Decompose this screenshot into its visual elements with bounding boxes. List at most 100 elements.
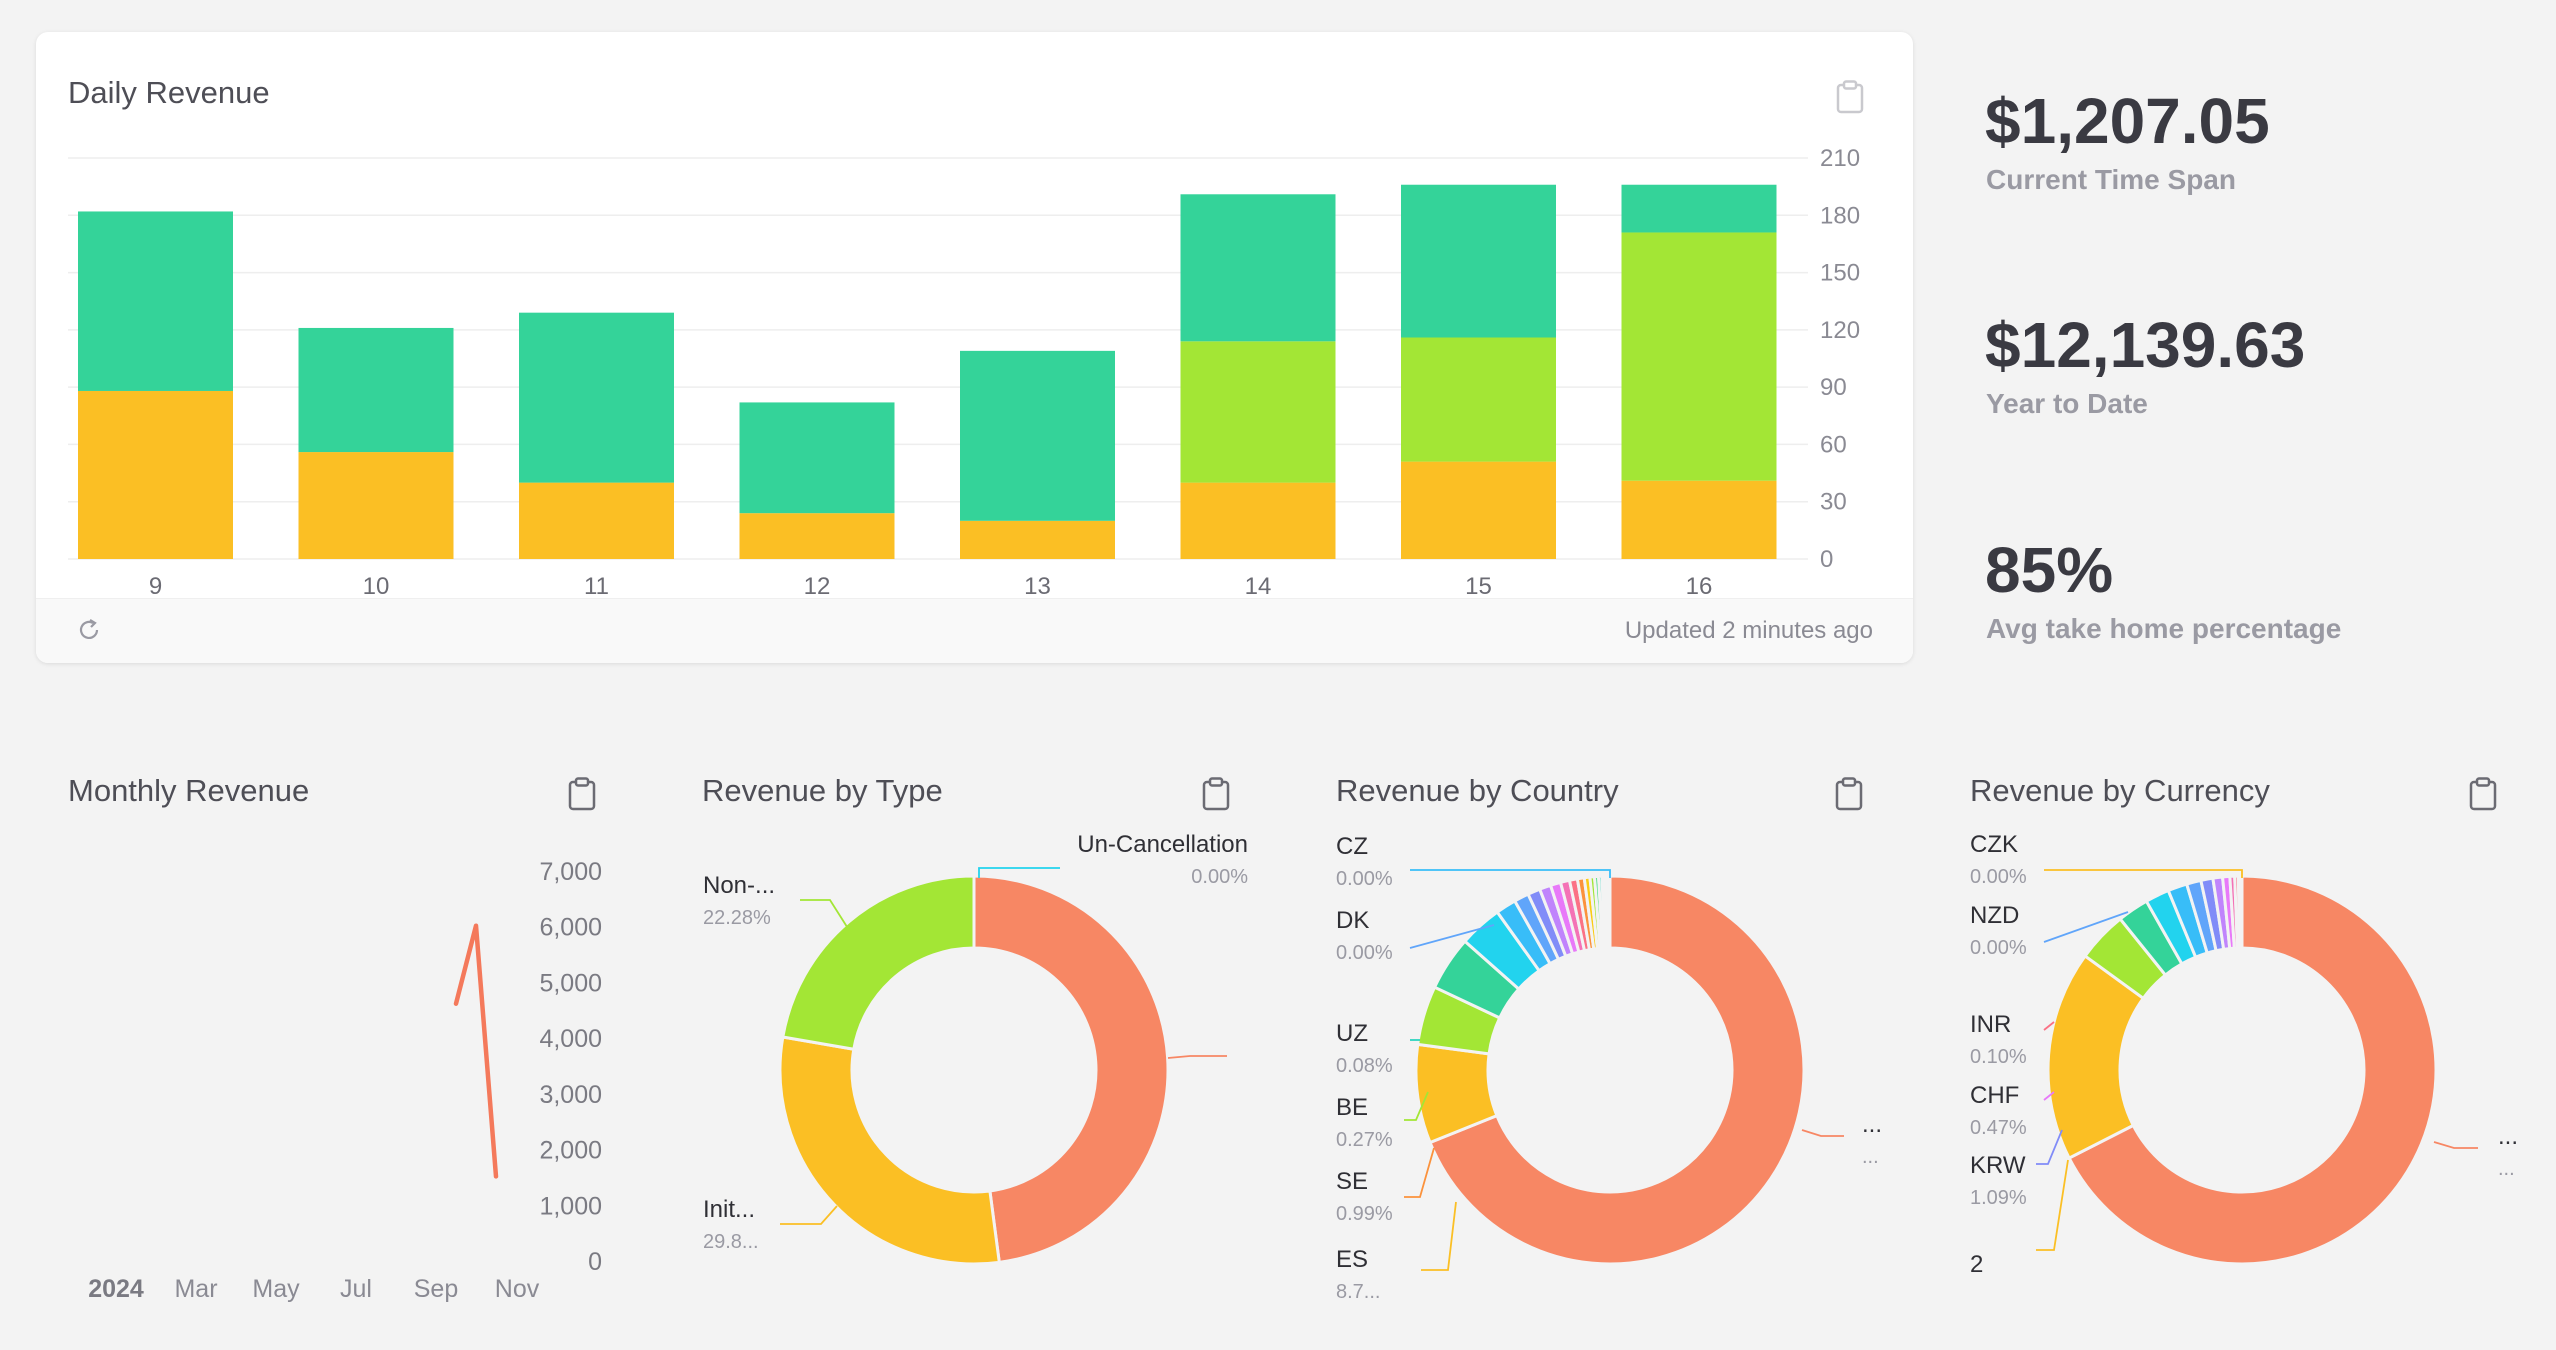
card-footer: Updated 2 minutes ago: [36, 598, 1913, 663]
leader-line: [1410, 869, 1611, 878]
slice-percent: 0.99%: [1336, 1203, 1393, 1225]
bar-segment: [78, 390, 233, 559]
bar-segment: [298, 452, 454, 559]
bar-segment: [1401, 337, 1556, 462]
y-tick-label: 60: [1820, 431, 1847, 458]
daily-revenue-title: Daily Revenue: [68, 75, 270, 110]
clipboard-icon[interactable]: [1835, 80, 1865, 114]
slice-label: Non-...: [703, 872, 775, 899]
slice-percent: 1.09%: [1970, 1187, 2027, 1209]
x-tick-label: 14: [1245, 573, 1272, 600]
y-tick-label: 120: [1820, 317, 1860, 344]
slice-percent: 0.00%: [1336, 868, 1393, 890]
y-tick-label: 3,000: [539, 1081, 602, 1109]
y-tick-label: 0: [1820, 546, 1833, 573]
leader-line: [978, 867, 1060, 878]
donut-slice: [972, 874, 1170, 1264]
revenue-by-type-chart: Un-Cancellation 0.00% Init... 29.8... Non-..…: [703, 831, 1248, 1266]
bar-segment: [1401, 184, 1556, 338]
clipboard-icon[interactable]: [1201, 777, 1231, 811]
monthly-revenue-chart: 7,000 6,000 5,000 4,000 3,000 2,000 1,000 0 2024…: [88, 858, 602, 1303]
x-tick-label: Sep: [414, 1275, 458, 1303]
ytd-label: Year to Date: [1986, 388, 2148, 419]
bar-segment: [1180, 341, 1336, 483]
y-tick-label: 90: [1820, 374, 1847, 401]
bar-segment: [1621, 480, 1777, 559]
current-span-value: $1,207.05: [1985, 85, 2270, 157]
ytd-value: $12,139.63: [1985, 309, 2306, 381]
y-tick-label: 180: [1820, 202, 1860, 229]
slice-label: SE: [1336, 1168, 1368, 1195]
x-tick-label: 2024: [88, 1275, 144, 1303]
slice-label: NZD: [1970, 902, 2019, 929]
refresh-icon[interactable]: [76, 617, 102, 643]
leader-line: [2043, 1021, 2055, 1031]
bar-segment: [519, 482, 674, 559]
donut-slice: [781, 874, 976, 1051]
leader-line: [1404, 1091, 1429, 1121]
slice-label: CZK: [1970, 831, 2018, 858]
leader-line: [1421, 1201, 1457, 1271]
slice-percent: ...: [2498, 1158, 2515, 1180]
revenue-by-currency-title: Revenue by Currency: [1970, 773, 2270, 808]
slice-label: ES: [1336, 1246, 1368, 1273]
y-tick-label: 2,000: [539, 1137, 602, 1165]
x-tick-label: Mar: [174, 1275, 217, 1303]
slice-percent: ...: [1862, 1146, 1879, 1168]
donut-slice: [1428, 874, 1806, 1266]
donut-slice: [1607, 874, 1612, 950]
daily-revenue-chart: 210 180 150 120 90 60 30 0 9 10 11 12 13 14 15 16: [68, 145, 1860, 600]
clipboard-icon[interactable]: [567, 777, 597, 811]
y-tick-label: 5,000: [539, 969, 602, 997]
leader-line: [800, 899, 850, 931]
donut-slice: [2067, 874, 2438, 1266]
slice-percent: 0.47%: [1970, 1117, 2027, 1139]
y-tick-label: 150: [1820, 260, 1860, 287]
leader-line: [2043, 911, 2129, 943]
x-tick-label: 12: [804, 573, 831, 600]
bar-segment: [1401, 461, 1556, 559]
slice-label: INR: [1970, 1011, 2011, 1038]
leader-line: [2036, 1129, 2063, 1165]
slice-label: ...: [1862, 1111, 1882, 1138]
slice-percent: 0.00%: [1336, 942, 1393, 964]
x-tick-label: 11: [584, 573, 609, 600]
slice-label: UZ: [1336, 1020, 1368, 1047]
bar-segment: [739, 402, 895, 514]
revenue-by-country-chart: ...... ES 8.7... SE 0.99% BE 0.27% UZ 0.08% DK 0.0…: [1336, 833, 1882, 1303]
slice-percent: 22.28%: [703, 907, 771, 929]
y-tick-label: 4,000: [539, 1025, 602, 1053]
slice-label: DK: [1336, 907, 1369, 934]
bar-segment: [1621, 184, 1777, 233]
clipboard-icon[interactable]: [2468, 777, 2498, 811]
monthly-revenue-title: Monthly Revenue: [68, 773, 310, 808]
y-tick-label: 30: [1820, 489, 1847, 516]
y-tick-label: 210: [1820, 145, 1860, 172]
clipboard-icon[interactable]: [1834, 777, 1864, 811]
slice-percent: 29.8...: [703, 1231, 759, 1253]
x-tick-label: 13: [1024, 573, 1051, 600]
slice-percent: 0.00%: [1191, 866, 1248, 888]
leader-line: [2433, 1141, 2478, 1149]
bar-segment: [78, 211, 233, 391]
slice-label: 2: [1970, 1251, 1983, 1278]
bar-segment: [298, 327, 454, 453]
bar-segment: [1180, 194, 1336, 342]
revenue-by-currency-chart: ...... 2 KRW 1.09% CHF 0.47% INR 0.10% NZD 0.00% C…: [1970, 831, 2518, 1278]
x-tick-label: Nov: [495, 1275, 540, 1303]
donut-slice: [778, 1035, 1001, 1266]
take-home-value: 85%: [1985, 534, 2114, 606]
bar-segment: [960, 350, 1115, 521]
x-tick-label: 16: [1686, 573, 1713, 600]
y-tick-label: 7,000: [539, 858, 602, 886]
revenue-by-type-title: Revenue by Type: [702, 773, 943, 808]
leader-line: [2043, 1091, 2055, 1101]
slice-label: CHF: [1970, 1082, 2019, 1109]
slice-percent: 0.00%: [1970, 937, 2027, 959]
leader-line: [2036, 1159, 2069, 1251]
daily-revenue-card: Daily Revenue 210 180 150 120 90 60 30 0 9 10 11 12…: [36, 32, 1913, 663]
y-tick-label: 0: [588, 1248, 602, 1276]
slice-label: Un-Cancellation: [1077, 831, 1248, 858]
x-tick-label: 9: [149, 573, 162, 600]
bar-segment: [960, 520, 1115, 559]
